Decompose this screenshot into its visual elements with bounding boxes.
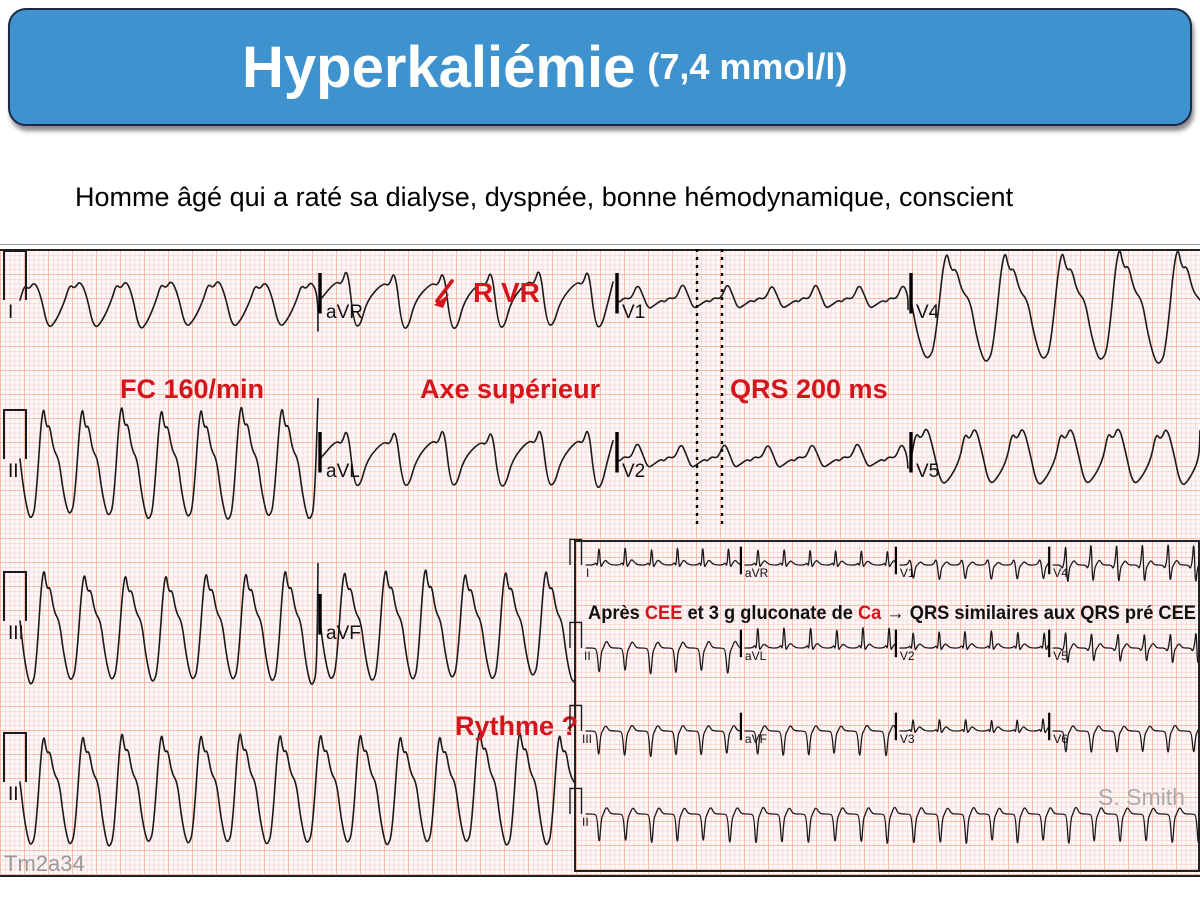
- svg-text:R VR: R VR: [473, 277, 540, 308]
- svg-text:V5: V5: [916, 461, 939, 482]
- svg-text:QRS 200 ms: QRS 200 ms: [730, 374, 888, 404]
- svg-text:Après CEE et 3 g gluconate de: Après CEE et 3 g gluconate de Ca → QRS s…: [588, 602, 1196, 624]
- svg-text:V4: V4: [1053, 566, 1068, 580]
- svg-text:Tm2a34: Tm2a34: [4, 851, 85, 876]
- svg-text:II: II: [8, 461, 19, 482]
- svg-text:aVL: aVL: [326, 461, 360, 482]
- svg-text:S. Smith: S. Smith: [1098, 784, 1185, 810]
- svg-text:V6: V6: [1053, 732, 1068, 746]
- svg-text:V2: V2: [900, 649, 915, 663]
- svg-text:Rythme ?: Rythme ?: [455, 711, 578, 741]
- svg-text:V3: V3: [900, 732, 915, 746]
- svg-text:I: I: [8, 302, 13, 323]
- svg-text:aVL: aVL: [745, 649, 767, 663]
- svg-text:V5: V5: [1053, 649, 1068, 663]
- svg-text:II: II: [582, 815, 589, 829]
- svg-text:II: II: [584, 649, 591, 663]
- svg-text:III: III: [8, 623, 24, 644]
- svg-text:aVR: aVR: [745, 566, 769, 580]
- svg-text:V4: V4: [916, 302, 940, 323]
- svg-text:III: III: [582, 732, 592, 746]
- svg-text:V1: V1: [900, 566, 915, 580]
- svg-text:V2: V2: [622, 461, 645, 482]
- svg-text:Axe supérieur: Axe supérieur: [420, 374, 601, 404]
- svg-text:I: I: [586, 566, 589, 580]
- svg-text:FC 160/min: FC 160/min: [120, 374, 264, 404]
- svg-text:aVF: aVF: [745, 732, 767, 746]
- svg-text:aVF: aVF: [326, 623, 361, 644]
- svg-text:aVR: aVR: [326, 302, 363, 323]
- svg-text:II: II: [8, 784, 19, 805]
- svg-text:V1: V1: [622, 302, 645, 323]
